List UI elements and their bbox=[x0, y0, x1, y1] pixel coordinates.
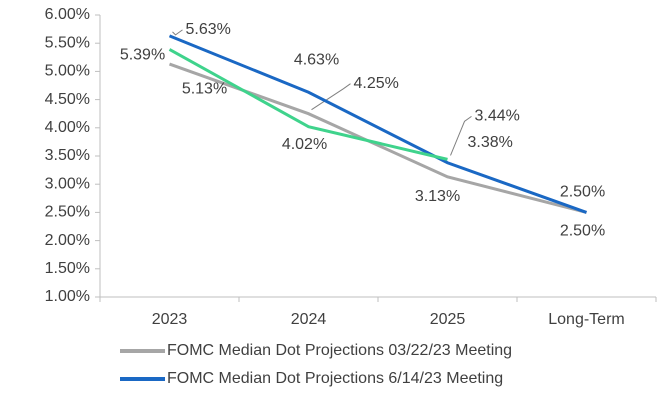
data-label: 3.44% bbox=[475, 108, 520, 125]
y-tick-label: 4.00% bbox=[45, 119, 90, 136]
x-tick-label: 2025 bbox=[430, 311, 466, 328]
data-label: 3.13% bbox=[415, 188, 460, 205]
leader-line bbox=[450, 115, 472, 156]
legend-label: FOMC Median Dot Projections 03/22/23 Mee… bbox=[167, 342, 513, 359]
data-label: 5.39% bbox=[120, 47, 165, 64]
leader-line bbox=[172, 29, 183, 36]
y-tick-label: 5.00% bbox=[45, 63, 90, 80]
y-tick-label: 4.50% bbox=[45, 91, 90, 108]
series-line bbox=[168, 34, 588, 214]
series-line bbox=[168, 48, 448, 161]
y-tick-label: 5.50% bbox=[45, 34, 90, 51]
data-label: 5.63% bbox=[186, 21, 231, 38]
y-tick-label: 1.00% bbox=[45, 288, 90, 305]
data-label: 4.63% bbox=[294, 51, 339, 68]
data-label: 2.50% bbox=[560, 184, 605, 201]
data-label: 2.50% bbox=[560, 223, 605, 240]
y-tick-label: 2.50% bbox=[45, 204, 90, 221]
data-label: 3.38% bbox=[468, 134, 513, 151]
y-tick-label: 3.50% bbox=[45, 147, 90, 164]
x-tick-label: 2024 bbox=[291, 311, 327, 328]
x-tick-label: 2023 bbox=[152, 311, 188, 328]
x-tick-label: Long-Term bbox=[548, 311, 624, 328]
data-label: 4.02% bbox=[282, 136, 327, 153]
data-label: 4.25% bbox=[354, 75, 399, 92]
legend-label: FOMC Median Dot Projections 6/14/23 Meet… bbox=[167, 370, 504, 387]
y-tick-label: 1.50% bbox=[45, 260, 90, 277]
leader-line bbox=[311, 83, 351, 111]
y-tick-label: 3.00% bbox=[45, 175, 90, 192]
y-tick-label: 2.00% bbox=[45, 232, 90, 249]
data-label: 5.13% bbox=[182, 80, 227, 97]
y-tick-label: 6.00% bbox=[45, 6, 90, 23]
